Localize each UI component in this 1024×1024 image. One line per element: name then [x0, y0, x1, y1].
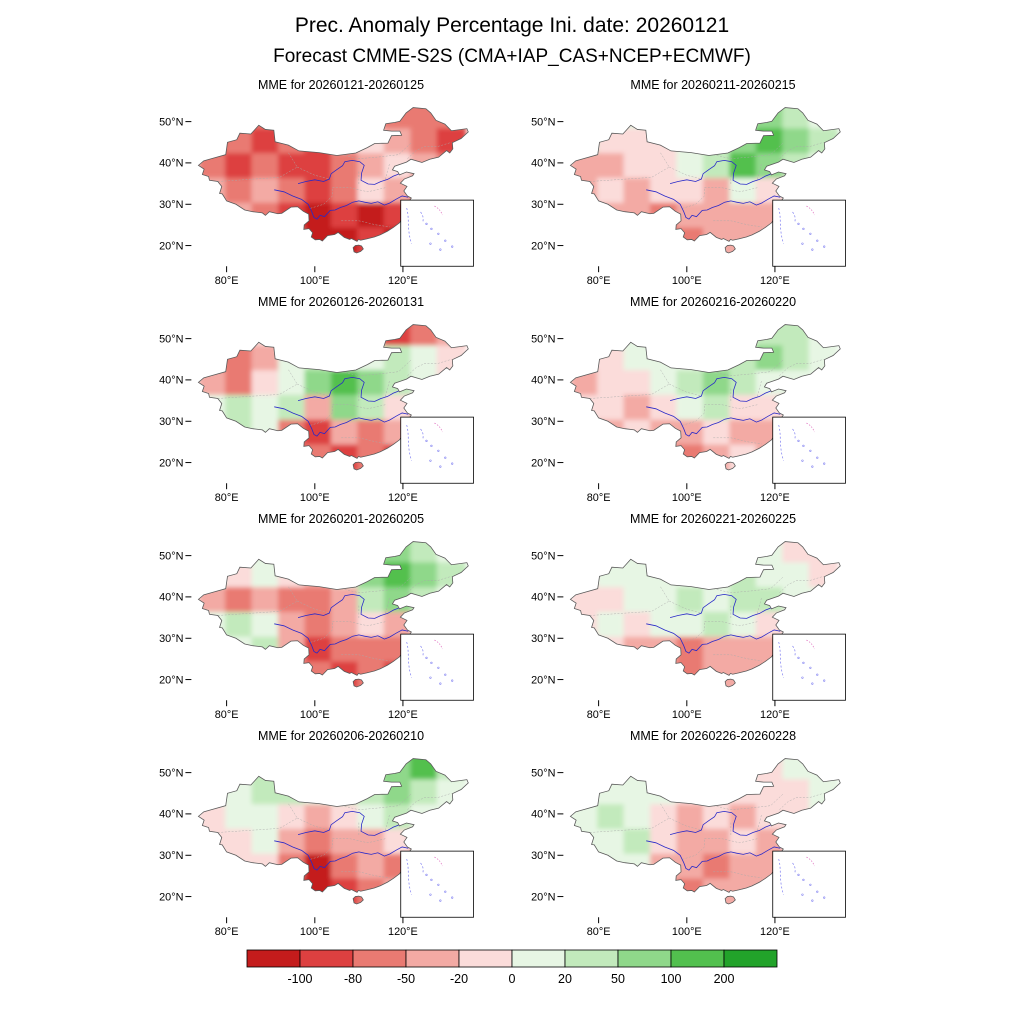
- svg-text:-50: -50: [397, 972, 415, 986]
- svg-text:50°N: 50°N: [159, 550, 183, 562]
- svg-text:50°N: 50°N: [159, 767, 183, 779]
- svg-text:120°E: 120°E: [760, 492, 790, 504]
- svg-text:80°E: 80°E: [215, 492, 239, 504]
- svg-text:20°N: 20°N: [531, 674, 555, 686]
- svg-text:20°N: 20°N: [531, 891, 555, 903]
- map-panel-svg-3: 50°N 40°N 30°N 20°N 80°E 100°E 120°E: [159, 324, 474, 504]
- svg-text:-100: -100: [287, 972, 312, 986]
- svg-text:100°E: 100°E: [672, 275, 702, 287]
- svg-text:30°N: 30°N: [531, 633, 555, 645]
- svg-text:50°N: 50°N: [159, 116, 183, 128]
- map-panel-3: MME for 20260126-20260131 50°N 40°N 30°N 20…: [150, 295, 502, 508]
- svg-text:80°E: 80°E: [215, 275, 239, 287]
- svg-text:30°N: 30°N: [531, 416, 555, 428]
- svg-text:-20: -20: [450, 972, 468, 986]
- svg-text:40°N: 40°N: [159, 592, 183, 604]
- svg-text:30°N: 30°N: [159, 199, 183, 211]
- svg-text:20°N: 20°N: [159, 240, 183, 252]
- map-panel-8: MME for 20260226-20260228 50°N 40°N 30°N 20…: [522, 729, 874, 942]
- svg-text:40°N: 40°N: [531, 809, 555, 821]
- svg-text:80°E: 80°E: [215, 709, 239, 721]
- svg-text:100°E: 100°E: [672, 492, 702, 504]
- svg-text:50°N: 50°N: [531, 550, 555, 562]
- svg-text:120°E: 120°E: [760, 275, 790, 287]
- svg-text:40°N: 40°N: [159, 375, 183, 387]
- panel-title-7: MME for 20260206-20260210: [257, 729, 425, 743]
- svg-text:20: 20: [558, 972, 572, 986]
- panel-title-6: MME for 20260221-20260225: [629, 512, 797, 526]
- svg-text:20°N: 20°N: [531, 240, 555, 252]
- svg-text:120°E: 120°E: [760, 709, 790, 721]
- map-panel-2: MME for 20260211-20260215 50°N 40°N 30°N 20…: [522, 78, 874, 291]
- svg-text:100°E: 100°E: [300, 709, 330, 721]
- panel-title-4: MME for 20260216-20260220: [629, 295, 797, 309]
- panel-title-3: MME for 20260126-20260131: [257, 295, 425, 309]
- svg-text:40°N: 40°N: [159, 809, 183, 821]
- svg-text:100°E: 100°E: [672, 709, 702, 721]
- map-panel-svg-5: 50°N 40°N 30°N 20°N 80°E 100°E 120°E: [159, 541, 474, 721]
- svg-text:50°N: 50°N: [531, 116, 555, 128]
- map-panel-svg-1: 50°N 40°N 30°N 20°N 80°E 100°E 120°E: [159, 107, 474, 287]
- svg-text:120°E: 120°E: [388, 709, 418, 721]
- map-panel-svg-6: 50°N 40°N 30°N 20°N 80°E 100°E 120°E: [531, 541, 846, 721]
- svg-text:30°N: 30°N: [531, 850, 555, 862]
- svg-text:80°E: 80°E: [215, 926, 239, 938]
- map-panel-7: MME for 20260206-20260210 50°N 40°N 30°N 20…: [150, 729, 502, 942]
- svg-text:20°N: 20°N: [159, 674, 183, 686]
- map-panel-svg-2: 50°N 40°N 30°N 20°N 80°E 100°E 120°E: [531, 107, 846, 287]
- svg-text:0: 0: [509, 972, 516, 986]
- svg-text:40°N: 40°N: [531, 592, 555, 604]
- svg-text:120°E: 120°E: [388, 926, 418, 938]
- svg-text:20°N: 20°N: [531, 457, 555, 469]
- panel-title-2: MME for 20260211-20260215: [630, 78, 796, 92]
- figure-title: Prec. Anomaly Percentage Ini. date: 2026…: [294, 14, 730, 37]
- svg-text:100°E: 100°E: [300, 926, 330, 938]
- svg-text:120°E: 120°E: [760, 926, 790, 938]
- svg-text:120°E: 120°E: [388, 492, 418, 504]
- svg-text:30°N: 30°N: [159, 633, 183, 645]
- svg-text:30°N: 30°N: [159, 850, 183, 862]
- svg-text:50: 50: [611, 972, 625, 986]
- colorbar-svg: -100 -80 -50 -20 0 20 50 100 200: [246, 949, 778, 986]
- panel-grid: MME for 20260121-20260125 50°N 40°N 30°N 20…: [150, 78, 874, 942]
- svg-text:30°N: 30°N: [159, 416, 183, 428]
- svg-text:40°N: 40°N: [159, 158, 183, 170]
- colorbar: -100 -80 -50 -20 0 20 50 100 200: [222, 948, 802, 990]
- svg-text:120°E: 120°E: [388, 275, 418, 287]
- map-panel-6: MME for 20260221-20260225 50°N 40°N 30°N 20…: [522, 512, 874, 725]
- map-panel-svg-8: 50°N 40°N 30°N 20°N 80°E 100°E 120°E: [531, 758, 846, 938]
- svg-text:80°E: 80°E: [587, 926, 611, 938]
- map-panel-5: MME for 20260201-20260205 50°N 40°N 30°N 20…: [150, 512, 502, 725]
- panel-title-5: MME for 20260201-20260205: [257, 512, 425, 526]
- svg-text:20°N: 20°N: [159, 457, 183, 469]
- figure-subtitle: Forecast CMME-S2S (CMA+IAP_CAS+NCEP+ECMW…: [273, 46, 751, 67]
- map-panel-4: MME for 20260216-20260220 50°N 40°N 30°N 20…: [522, 295, 874, 508]
- panel-title-1: MME for 20260121-20260125: [257, 78, 425, 92]
- svg-text:30°N: 30°N: [531, 199, 555, 211]
- svg-text:100: 100: [661, 972, 682, 986]
- map-panel-svg-4: 50°N 40°N 30°N 20°N 80°E 100°E 120°E: [531, 324, 846, 504]
- svg-text:200: 200: [714, 972, 735, 986]
- svg-text:80°E: 80°E: [587, 275, 611, 287]
- svg-text:50°N: 50°N: [531, 767, 555, 779]
- svg-text:100°E: 100°E: [300, 275, 330, 287]
- map-panel-svg-7: 50°N 40°N 30°N 20°N 80°E 100°E 120°E: [159, 758, 474, 938]
- svg-text:50°N: 50°N: [531, 333, 555, 345]
- svg-text:-80: -80: [344, 972, 362, 986]
- svg-text:50°N: 50°N: [159, 333, 183, 345]
- svg-text:100°E: 100°E: [300, 492, 330, 504]
- svg-text:100°E: 100°E: [672, 926, 702, 938]
- map-panel-1: MME for 20260121-20260125 50°N 40°N 30°N 20…: [150, 78, 502, 291]
- svg-text:20°N: 20°N: [159, 891, 183, 903]
- svg-text:40°N: 40°N: [531, 375, 555, 387]
- svg-text:80°E: 80°E: [587, 492, 611, 504]
- panel-title-8: MME for 20260226-20260228: [629, 729, 797, 743]
- svg-text:80°E: 80°E: [587, 709, 611, 721]
- svg-text:40°N: 40°N: [531, 158, 555, 170]
